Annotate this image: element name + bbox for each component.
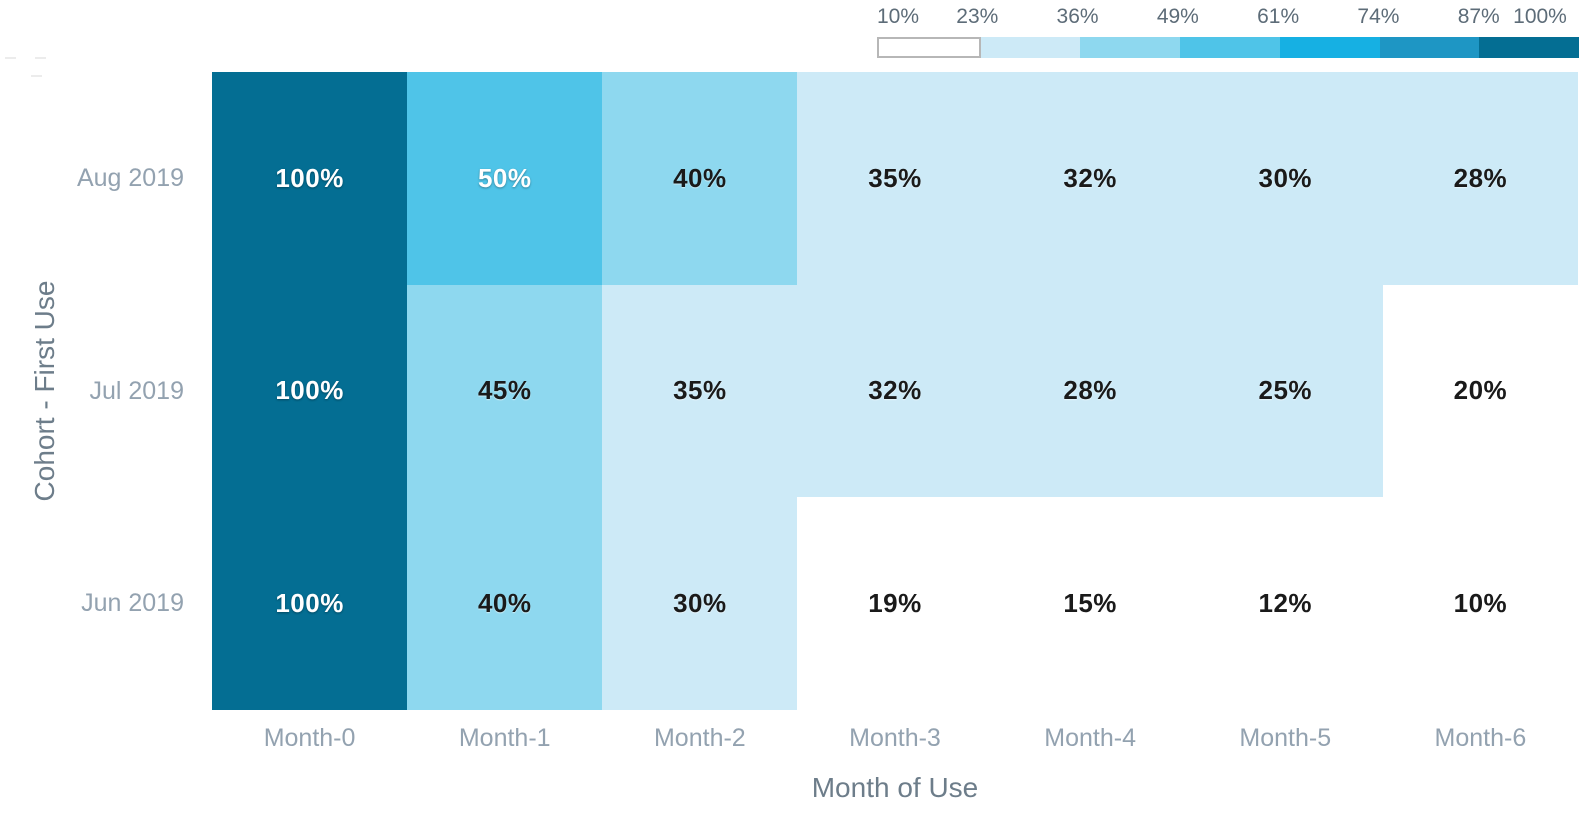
legend-tick-labels: 10% 23% 36% 49% 61% 74% 87% 100% [877,5,1579,33]
legend-swatch[interactable] [1279,37,1380,58]
cell-value-label: 40% [673,162,727,193]
heatmap-cell[interactable]: 100% [212,284,408,498]
x-tick-label: Month-5 [1239,723,1332,752]
heatmap-cell[interactable]: 35% [797,72,993,285]
cell-value-label: 45% [477,375,532,406]
heatmap-cell[interactable]: 40% [602,72,798,285]
legend-tick-label: 36% [1056,5,1099,28]
y-tick-label: Jun 2019 [81,589,184,618]
legend-tick-label: 49% [1156,5,1199,28]
y-axis-tick-labels: Aug 2019 Jul 2019 Jun 2019 [0,72,184,710]
cell-value-label: 10% [1453,588,1508,619]
heatmap-cell[interactable]: 32% [992,72,1188,285]
heatmap-cell[interactable]: 28% [992,284,1188,498]
heatmap-cell[interactable]: 25% [1187,284,1383,498]
heatmap-cell[interactable]: 30% [1187,72,1383,285]
cell-value-label: 12% [1258,588,1313,619]
heatmap-cell[interactable]: 19% [797,497,993,710]
heatmap-grid: 100% 50% 40% 35% 32% 30% 28% 100% 45% 35% 32% 28% 25… [212,72,1578,710]
x-tick-label: Month-2 [653,723,746,752]
heatmap-cell[interactable]: 30% [602,497,798,710]
cell-value-label: 20% [1453,375,1508,406]
heatmap-cell[interactable]: 12% [1187,497,1383,710]
heatmap-cell[interactable]: 28% [1382,72,1578,285]
cell-value-label: 35% [868,162,922,193]
heatmap-cell[interactable]: 50% [407,72,603,285]
cell-value-label: 100% [275,162,344,193]
heatmap-cell[interactable]: 20% [1382,284,1578,498]
cell-value-label: 32% [868,375,922,406]
cell-value-label: 28% [1063,375,1117,406]
x-tick-label: Month-4 [1044,723,1136,752]
color-scale-legend [877,37,1580,58]
heatmap-cell[interactable]: 100% [212,497,408,710]
legend-tick-label: 61% [1257,5,1300,28]
cell-value-label: 30% [673,588,727,619]
cell-value-label: 50% [477,162,532,193]
legend-tick-label: 23% [956,5,999,28]
legend-tick-label: 10% [876,5,920,28]
heatmap-cell[interactable]: 100% [212,72,408,285]
x-tick-label: Month-0 [263,723,356,752]
x-axis-tick-labels: Month-0 Month-1 Month-2 Month-3 Month-4 Month… [212,710,1578,766]
x-axis-title: Month of Use [811,772,979,803]
heatmap-cell[interactable]: 45% [407,284,603,498]
heatmap-cell[interactable]: 40% [407,497,603,710]
legend-swatch[interactable] [1080,37,1181,58]
heatmap-cell[interactable]: 10% [1382,497,1578,710]
cell-value-label: 32% [1063,162,1117,193]
cell-value-label: 35% [673,375,727,406]
legend-swatch[interactable] [1479,37,1580,58]
legend-tick-label: 100% [1513,5,1567,28]
x-tick-label: Month-1 [458,723,551,752]
cell-value-label: 15% [1063,588,1117,619]
cell-value-label: 100% [275,588,344,619]
heatmap-cell[interactable]: 15% [992,497,1188,710]
legend-swatch[interactable] [877,37,981,58]
x-tick-label: Month-6 [1434,723,1527,752]
cell-value-label: 100% [275,375,344,406]
y-tick-label: Jul 2019 [89,376,184,405]
legend-swatch[interactable] [1379,37,1480,58]
cell-value-label: 25% [1258,375,1313,406]
x-tick-label: Month-3 [849,723,941,752]
faint-cropped-artifact [5,57,115,77]
cell-value-label: 19% [868,588,922,619]
heatmap-cell[interactable]: 32% [797,284,993,498]
legend-swatch[interactable] [1180,37,1280,58]
heatmap-cell[interactable]: 35% [602,284,798,498]
cell-value-label: 28% [1453,162,1508,193]
y-tick-label: Aug 2019 [76,163,184,192]
legend-tick-label: 74% [1357,5,1400,28]
legend-tick-label: 87% [1457,5,1500,28]
cell-value-label: 30% [1258,162,1313,193]
cell-value-label: 40% [477,588,532,619]
legend-swatch[interactable] [980,37,1081,58]
